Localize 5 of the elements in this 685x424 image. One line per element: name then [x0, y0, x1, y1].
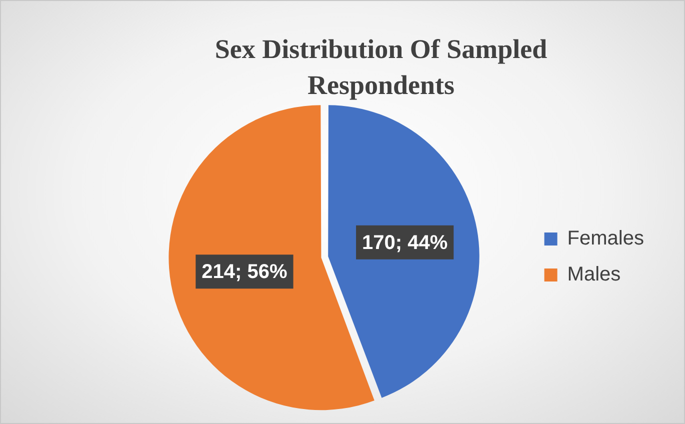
data-label: 214; 56% [202, 261, 288, 284]
legend-label: Males [567, 264, 621, 286]
chart-title: Sex Distribution Of Sampled Respondents [214, 33, 548, 102]
legend-label: Females [567, 228, 644, 250]
data-label: 170; 44% [362, 232, 448, 254]
